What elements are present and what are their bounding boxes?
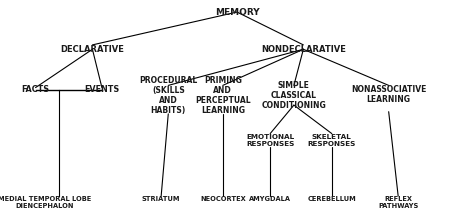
- Text: PROCEDURAL
(SKILLS
AND
HABITS): PROCEDURAL (SKILLS AND HABITS): [139, 76, 197, 115]
- Text: SIMPLE
CLASSICAL
CONDITIONING: SIMPLE CLASSICAL CONDITIONING: [262, 81, 326, 110]
- Text: MEDIAL TEMPORAL LOBE
DIENCEPHALON: MEDIAL TEMPORAL LOBE DIENCEPHALON: [0, 196, 91, 209]
- Text: REFLEX
PATHWAYS: REFLEX PATHWAYS: [378, 196, 418, 209]
- Text: SKELETAL
RESPONSES: SKELETAL RESPONSES: [308, 134, 356, 147]
- Text: PRIMING
AND
PERCEPTUAL
LEARNING: PRIMING AND PERCEPTUAL LEARNING: [195, 76, 251, 115]
- Text: DECLARATIVE: DECLARATIVE: [61, 45, 124, 54]
- Text: FACTS: FACTS: [21, 85, 50, 94]
- Text: NEOCORTEX: NEOCORTEX: [200, 196, 246, 202]
- Text: EVENTS: EVENTS: [84, 85, 119, 94]
- Text: AMYGDALA: AMYGDALA: [249, 196, 291, 202]
- Text: CEREBELLUM: CEREBELLUM: [308, 196, 356, 202]
- Text: NONDECLARATIVE: NONDECLARATIVE: [261, 45, 346, 54]
- Text: EMOTIONAL
RESPONSES: EMOTIONAL RESPONSES: [246, 134, 294, 147]
- Text: MEMORY: MEMORY: [215, 7, 259, 17]
- Text: NONASSOCIATIVE
LEARNING: NONASSOCIATIVE LEARNING: [351, 85, 427, 104]
- Text: STRIATUM: STRIATUM: [142, 196, 181, 202]
